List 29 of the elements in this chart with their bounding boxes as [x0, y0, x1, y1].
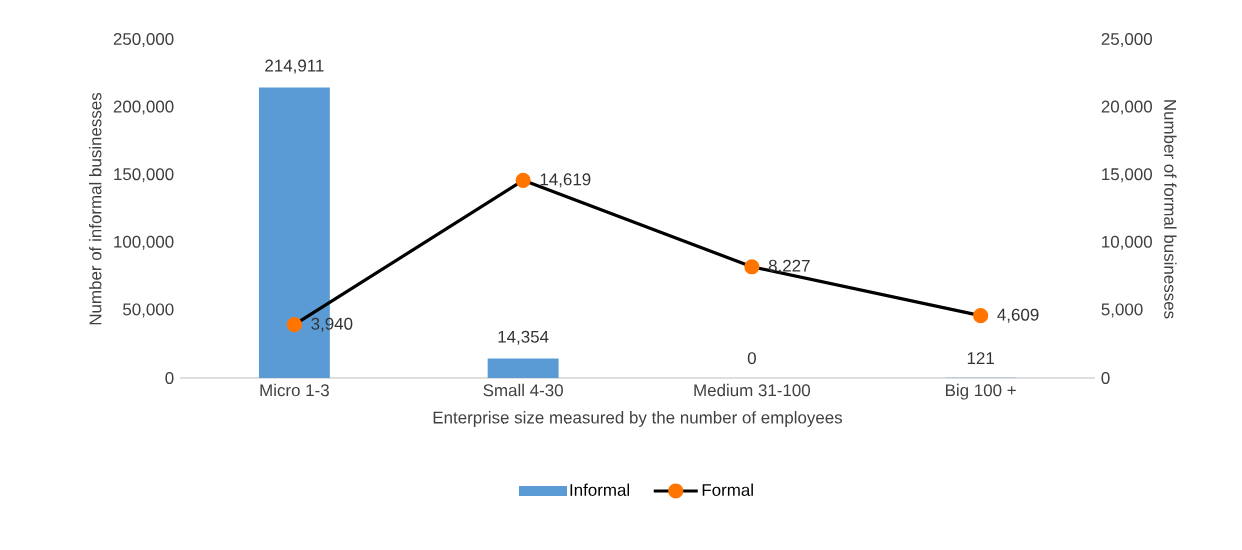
y2-tick-label: 0	[1101, 371, 1110, 384]
x-tick-label: Micro 1-3	[260, 383, 329, 397]
y2-tick-label: 15,000	[1102, 168, 1152, 183]
data-label: 214,911	[265, 59, 324, 74]
data-label: 14,354	[498, 330, 549, 345]
x-tick-label: Medium 31-100	[694, 383, 811, 397]
y-tick-label: 250,000	[113, 32, 174, 47]
legend-label: Formal	[702, 483, 753, 497]
y2-tick-label: 25,000	[1101, 32, 1152, 47]
data-label: 4,609	[997, 308, 1039, 323]
data-label: 0	[747, 352, 756, 365]
y-tick-label: 50,000	[123, 303, 174, 318]
legend-label: Informal	[570, 483, 630, 497]
y-tick-label: 0	[165, 371, 174, 384]
y-tick-label: 200,000	[113, 100, 174, 115]
y2-axis-title: Number of formal businesses	[1164, 100, 1177, 319]
x-axis-title: Enterprise size measured by the number of employees	[433, 411, 843, 427]
y-tick-label: 150,000	[114, 168, 174, 183]
y-tick-label: 100,000	[114, 235, 174, 250]
data-label: 8,227	[768, 259, 810, 274]
y2-tick-label: 5,000	[1101, 303, 1143, 318]
y2-tick-label: 10,000	[1102, 235, 1152, 250]
x-tick-label: Big 100 +	[946, 383, 1016, 400]
x-tick-label: Small 4-30	[483, 383, 563, 397]
y2-tick-label: 20,000	[1101, 100, 1152, 115]
y-axis-title: Number of informal businesses	[89, 92, 102, 325]
data-label: 121	[967, 352, 994, 364]
data-label: 14,619	[540, 173, 591, 188]
bar	[487, 358, 559, 378]
